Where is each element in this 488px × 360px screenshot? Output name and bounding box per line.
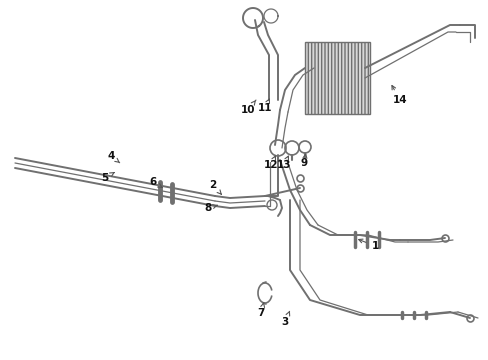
Text: 6: 6 <box>149 177 162 188</box>
Text: 12: 12 <box>263 156 278 170</box>
Text: 10: 10 <box>240 100 255 115</box>
Text: 2: 2 <box>209 180 221 194</box>
Text: 11: 11 <box>257 99 272 113</box>
Text: 7: 7 <box>257 302 264 318</box>
Text: 14: 14 <box>391 86 407 105</box>
Text: 5: 5 <box>101 172 114 183</box>
Text: 3: 3 <box>281 311 289 327</box>
Text: 9: 9 <box>300 154 307 168</box>
Text: 4: 4 <box>107 151 120 163</box>
Text: 13: 13 <box>276 156 291 170</box>
Bar <box>305 42 369 114</box>
Text: 1: 1 <box>358 239 378 251</box>
Text: 8: 8 <box>204 203 217 213</box>
